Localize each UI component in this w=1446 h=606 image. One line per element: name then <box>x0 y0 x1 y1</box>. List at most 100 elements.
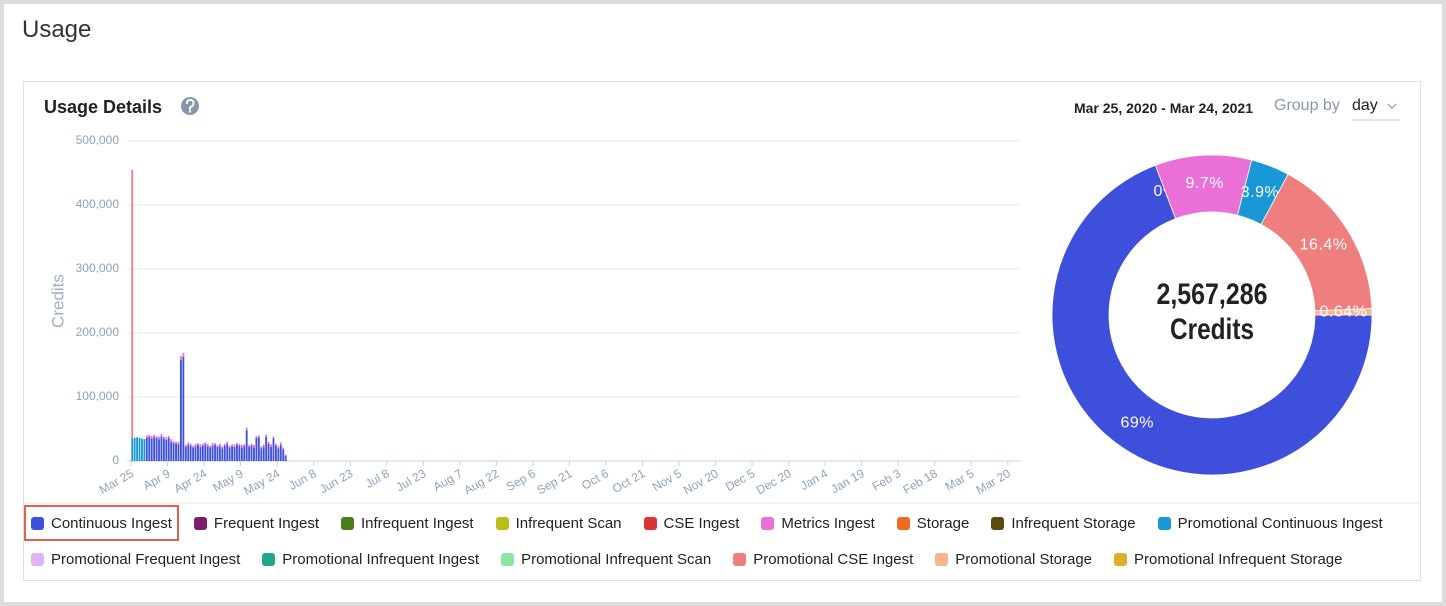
bar <box>145 435 148 438</box>
legend-item[interactable]: Infrequent Storage <box>984 505 1142 541</box>
bar <box>177 441 180 445</box>
legend-item[interactable]: Infrequent Ingest <box>334 505 481 541</box>
legend-label: CSE Ingest <box>663 514 740 532</box>
bar <box>282 447 285 450</box>
bar <box>175 441 177 444</box>
legend-item[interactable]: Promotional Infrequent Scan <box>494 541 718 577</box>
bar <box>204 444 207 461</box>
date-range[interactable]: Mar 25, 2020 - Mar 24, 2021 <box>1073 100 1253 116</box>
legend-item[interactable]: Promotional Infrequent Ingest <box>255 541 486 577</box>
bar <box>284 455 287 461</box>
help-icon[interactable] <box>181 97 199 115</box>
group-by-label: Group by <box>1274 97 1340 114</box>
bar <box>284 454 287 456</box>
bar <box>172 441 175 444</box>
bar <box>199 444 202 447</box>
bar <box>267 443 270 461</box>
donut-slice <box>1314 308 1373 316</box>
legend-item[interactable]: CSE Ingest <box>637 505 747 541</box>
legend-label: Frequent Ingest <box>213 514 319 532</box>
legend-label: Infrequent Scan <box>515 514 622 532</box>
bar <box>228 447 231 461</box>
legend-swatch <box>935 552 949 566</box>
legend-item[interactable]: Infrequent Scan <box>489 505 629 541</box>
bar <box>211 445 214 461</box>
bar <box>228 445 231 448</box>
x-tick-label: May 9 <box>210 466 246 495</box>
page-title: Usage <box>22 16 92 43</box>
bar <box>253 447 255 461</box>
bar <box>138 437 141 461</box>
bar <box>187 442 190 445</box>
legend-item[interactable]: Promotional Continuous Ingest <box>1151 505 1390 541</box>
bar <box>279 442 282 445</box>
legend-item[interactable]: Promotional CSE Ingest <box>726 541 920 577</box>
bar <box>231 444 233 447</box>
panel-title: Usage Details <box>44 97 163 117</box>
donut-slice <box>1051 164 1373 476</box>
bar <box>221 448 224 461</box>
legend-item[interactable]: Continuous Ingest <box>24 505 179 541</box>
bar <box>233 446 236 461</box>
x-tick-label: Oct 6 <box>579 466 611 493</box>
bar <box>267 441 270 444</box>
bar <box>194 443 197 447</box>
group-by-select[interactable]: day <box>1352 97 1378 114</box>
legend-item[interactable]: Promotional Infrequent Storage <box>1107 541 1349 577</box>
bar <box>170 439 173 442</box>
bar <box>270 444 272 447</box>
bar <box>206 443 209 447</box>
legend-swatch <box>31 552 44 566</box>
bar <box>226 441 229 445</box>
bar <box>153 434 156 438</box>
y-tick-label: 100,000 <box>76 389 120 403</box>
bar <box>184 445 187 447</box>
help-glyph <box>185 98 195 111</box>
donut-total: 2,567,286 <box>1157 278 1268 311</box>
bar <box>150 436 153 439</box>
bar <box>216 446 219 461</box>
bar <box>255 436 258 438</box>
y-tick-label: 300,000 <box>76 261 120 275</box>
bar <box>141 438 143 461</box>
legend-item[interactable]: Promotional Storage <box>928 541 1099 577</box>
legend-swatch <box>761 516 775 530</box>
bar <box>211 443 214 446</box>
usage-panel <box>23 81 1421 581</box>
legend-item[interactable]: Frequent Ingest <box>187 505 326 541</box>
bar <box>192 445 195 448</box>
bar <box>131 169 134 439</box>
x-tick-label: May 24 <box>241 466 282 498</box>
bar <box>187 445 190 461</box>
x-tick-label: Jan 4 <box>798 466 831 493</box>
x-tick-label: Mar 5 <box>943 466 977 494</box>
select-chevron[interactable] <box>1387 103 1397 109</box>
legend-label: Promotional Infrequent Ingest <box>282 550 480 568</box>
legend-label: Infrequent Ingest <box>361 514 474 532</box>
legend-item[interactable]: Promotional Frequent Ingest <box>24 541 247 577</box>
x-tick-label: Sep 6 <box>504 466 538 494</box>
legend-label: Infrequent Storage <box>1011 514 1136 532</box>
bar <box>160 434 163 437</box>
bar <box>162 438 165 461</box>
legend-item[interactable]: Storage <box>890 505 977 541</box>
bar <box>243 446 246 461</box>
bar <box>197 445 199 461</box>
bar <box>257 437 260 461</box>
bar <box>265 434 268 437</box>
bar <box>250 445 253 461</box>
bar <box>255 437 258 461</box>
bar <box>257 435 260 438</box>
bar <box>233 444 236 447</box>
legend-label: Promotional CSE Ingest <box>753 550 914 568</box>
bar <box>245 430 248 461</box>
x-tick-label: Jan 19 <box>829 466 867 496</box>
bar <box>250 443 253 446</box>
bar <box>201 445 204 461</box>
bar <box>136 437 138 461</box>
bar <box>197 443 199 445</box>
bar <box>209 447 212 461</box>
slice-label: 69% <box>1120 414 1154 431</box>
x-tick-label: Jul 23 <box>394 466 429 494</box>
legend-item[interactable]: Metrics Ingest <box>754 505 881 541</box>
